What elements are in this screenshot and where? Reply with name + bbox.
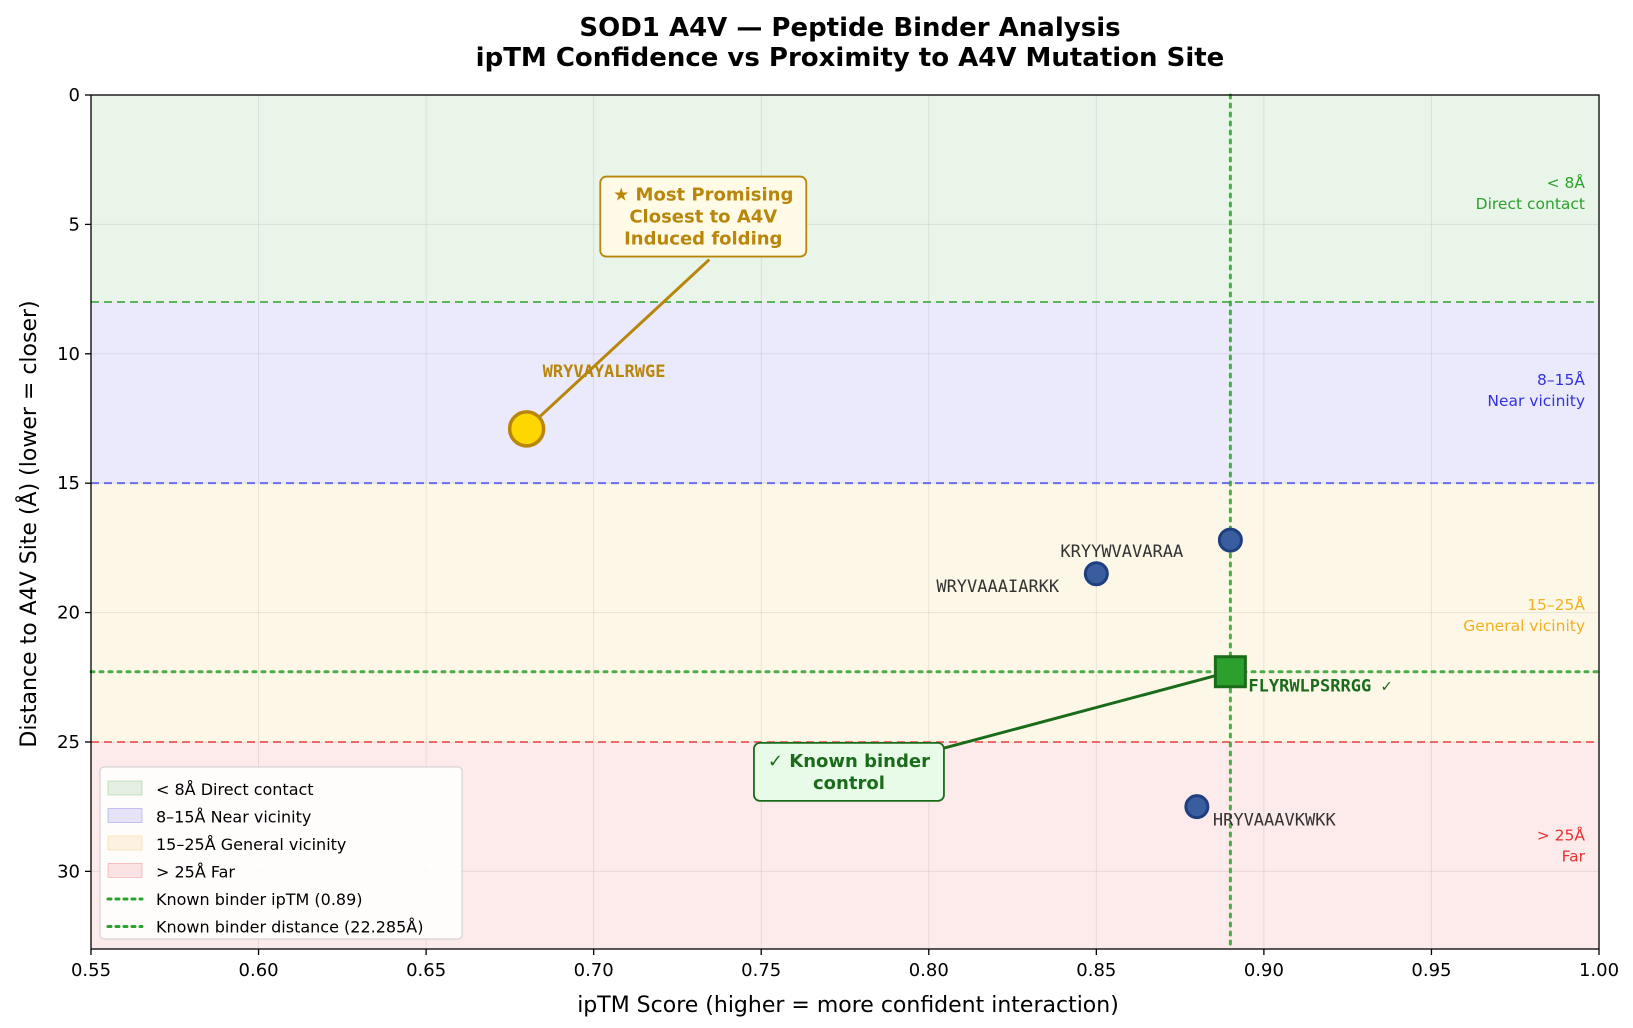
legend-box: [99, 766, 463, 940]
promising-annotation-box: [599, 175, 808, 258]
point-2: [1083, 561, 1109, 587]
x-tick-label-0: 0.55: [71, 960, 111, 981]
band-1: [91, 302, 1599, 484]
point-3: [1184, 794, 1210, 820]
label-promising: WRYVAYALRWGE: [543, 362, 666, 382]
band-label-desc-1: Near vicinity: [1487, 392, 1585, 410]
x-tick-label-1: 0.60: [239, 960, 279, 981]
legend-label-2: 15–25Å General vicinity: [156, 835, 346, 854]
known-leader-line: [914, 670, 1231, 758]
y-tick-label-3: 15: [57, 473, 80, 494]
y-axis-label: Distance to A4V Site (Å) (lower = closer…: [15, 300, 42, 747]
reference-lines: [89, 93, 1601, 951]
legend-swatch-1: [107, 808, 143, 823]
band-2: [91, 483, 1599, 742]
label-known-binder: FLYRWLPSRRGG ✓: [1248, 677, 1391, 697]
legend-label-4: Known binder ipTM (0.89): [156, 890, 363, 909]
band-label-desc-2: General vicinity: [1463, 617, 1585, 635]
y-tick-label-5: 25: [57, 732, 80, 753]
promising-annotation-text-1: Closest to A4V: [629, 207, 777, 228]
y-tick-label-1: 5: [69, 214, 80, 235]
label-point-3: HRYVAAAVKWKK: [1213, 811, 1337, 831]
legend-label-0: < 8Å Direct contact: [156, 780, 314, 799]
promising-annotation-text-0: ★ Most Promising: [613, 185, 793, 206]
data-points: [507, 410, 1247, 820]
legend-label-1: 8–15Å Near vicinity: [156, 808, 311, 827]
legend-swatch-2: [107, 835, 143, 851]
band-label-range-3: > 25Å: [1537, 825, 1586, 844]
plot-frame: [90, 94, 1600, 950]
legend-label-3: > 25Å Far: [156, 863, 235, 882]
promising-annotation-text-2: Induced folding: [624, 229, 782, 250]
band-0: [91, 95, 1599, 303]
x-axis-label: ipTM Score (higher = more confident inte…: [577, 993, 1119, 1018]
band-label-range-2: 15–25Å: [1527, 595, 1585, 614]
point-known-binder: [1213, 655, 1247, 689]
known-annotation-text-1: control: [813, 773, 885, 794]
y-tick-label-2: 10: [57, 344, 80, 365]
legend-swatch-3: [107, 863, 143, 878]
x-tick-label-9: 1.00: [1579, 960, 1619, 981]
legend: < 8Å Direct contact 8–15Å Near vicinity 15…: [99, 766, 463, 940]
axis-ticks: 0.55 0.60 0.65 0.70 0.75 0.80 0.85 0.90 0.95 1.00…: [57, 85, 1619, 981]
band-label-desc-3: Far: [1562, 847, 1586, 865]
band-label-desc-0: Direct contact: [1476, 195, 1585, 213]
legend-label-5: Known binder distance (22.285Å): [156, 918, 423, 937]
x-tick-label-5: 0.80: [909, 960, 949, 981]
band-labels: < 8Å Direct contact 8–15Å Near vicinity 15–2…: [1463, 173, 1585, 865]
y-tick-label-4: 20: [57, 603, 80, 624]
x-tick-label-7: 0.90: [1244, 960, 1284, 981]
y-tick-label-0: 0: [69, 85, 80, 106]
known-annotation-box: [753, 741, 945, 802]
chart-title-line2: ipTM Confidence vs Proximity to A4V Muta…: [476, 43, 1225, 73]
label-point-2: WRYVAAAIARKK: [936, 577, 1060, 597]
point-1: [1217, 527, 1243, 553]
x-tick-label-4: 0.75: [741, 960, 781, 981]
band-label-range-1: 8–15Å: [1537, 370, 1585, 389]
y-tick-label-6: 30: [57, 861, 80, 882]
point-promising: [507, 410, 546, 448]
x-tick-label-6: 0.85: [1076, 960, 1116, 981]
known-annotation-text-0: ✓ Known binder: [768, 751, 930, 772]
x-tick-label-8: 0.95: [1411, 960, 1451, 981]
legend-swatch-0: [107, 780, 143, 796]
annotation-leaders: [525, 258, 1231, 758]
x-tick-label-2: 0.65: [406, 960, 446, 981]
chart-title-line1: SOD1 A4V — Peptide Binder Analysis: [579, 13, 1120, 43]
band-label-range-0: < 8Å: [1547, 173, 1586, 192]
promising-leader-line: [525, 258, 711, 430]
x-tick-label-3: 0.70: [574, 960, 614, 981]
label-point-1: KRYYWVAVARAA: [1060, 542, 1183, 562]
